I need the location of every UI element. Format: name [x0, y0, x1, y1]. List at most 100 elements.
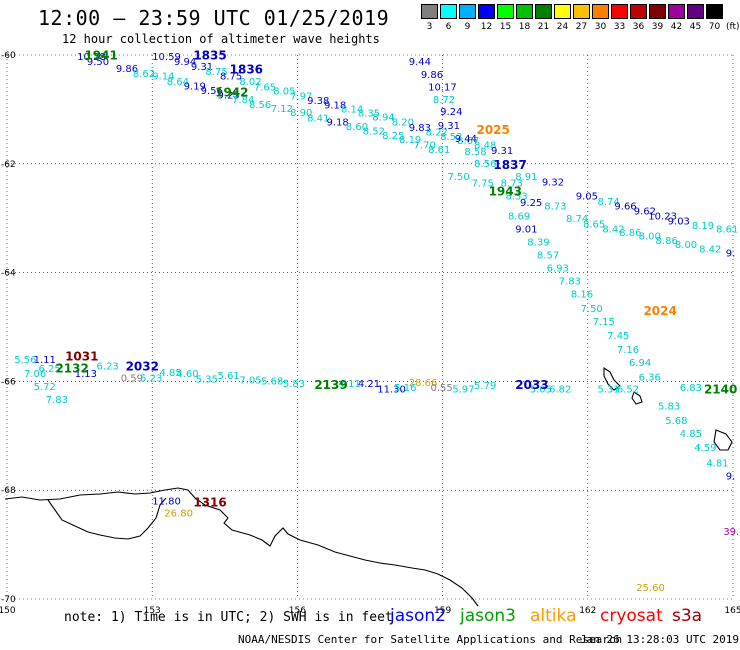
- lon-tick-label: 150: [0, 606, 16, 616]
- lon-tick-label: 165: [724, 606, 740, 616]
- legend-label: 15: [499, 22, 512, 32]
- wave-height-label: 6.94: [629, 358, 651, 369]
- wave-height-label: 5.16: [394, 383, 416, 394]
- lat-tick-label: -68: [1, 486, 16, 496]
- wave-height-label: 10.28: [77, 52, 106, 63]
- legend-label: 70: [708, 22, 721, 32]
- pass-time-label: 2024: [643, 304, 676, 318]
- antarctic-coastline: [4, 487, 479, 607]
- wave-height-label: 6.23: [97, 361, 119, 372]
- wave-height-label: 11.80: [152, 496, 181, 507]
- wave-height-label: 5.61: [218, 371, 240, 382]
- legend-label: 21: [537, 22, 550, 32]
- map-grid: 150 153 156 159 162 165 -60 -62 -64 -66 -68 -70: [0, 51, 740, 616]
- satellite-name-jason3: jason3: [460, 606, 516, 626]
- wave-height-label: 5.68: [261, 377, 283, 388]
- lat-tick-label: -66: [1, 377, 16, 387]
- legend-label: 30: [594, 22, 607, 32]
- pass-time-label: 1836: [230, 62, 263, 76]
- satellite-name-s3a: s3a: [672, 606, 703, 626]
- pass-time-label: 1837: [493, 158, 526, 172]
- lon-tick-label: 153: [144, 606, 161, 616]
- wave-height-label: 9.31: [191, 62, 213, 73]
- pass-time-label: 1941: [84, 48, 117, 62]
- wave-height-label: 9.62: [634, 206, 656, 217]
- island-1: [603, 366, 621, 391]
- wave-height-label: 8.16: [571, 290, 593, 301]
- wave-height-label: 7.83: [46, 395, 68, 406]
- wave-height-label: 4.11: [339, 379, 361, 390]
- wave-height-label: 8.48: [474, 141, 496, 152]
- map-subtitle: 12 hour collection of altimeter wave hei…: [62, 32, 380, 46]
- wave-height-label: 9.18: [326, 118, 348, 129]
- wave-height-label: 5.68: [665, 416, 687, 427]
- wave-height-label: 8.67: [457, 136, 479, 147]
- coastline-inlet: [47, 497, 167, 540]
- legend-label: 3: [426, 22, 433, 32]
- wave-height-label: 9.38: [307, 96, 329, 107]
- wave-height-label: 9.83: [409, 123, 431, 134]
- wave-height-label: 9.: [726, 471, 736, 482]
- wave-height-label: 9.32: [542, 178, 564, 189]
- wave-height-label: 8.73: [544, 201, 566, 212]
- wave-height-label: 8.75: [205, 67, 227, 78]
- lon-tick-label: 156: [289, 606, 306, 616]
- legend-swatch: [516, 4, 533, 19]
- wave-height-label: 5.56: [14, 355, 36, 366]
- wave-height-label: 1.13: [75, 369, 97, 380]
- wave-height-label: 9.14: [152, 71, 174, 82]
- lat-tick-label: -60: [1, 51, 16, 61]
- track-labels: 10.289.509.868.629.148.649.199.569.257.8…: [14, 52, 740, 594]
- wave-height-label: 5.83: [283, 379, 305, 390]
- wave-height-label: 8.00: [639, 231, 661, 242]
- legend-swatch: [592, 4, 609, 19]
- lat-tick-label: -62: [1, 160, 16, 170]
- wave-height-label: 7.05: [239, 376, 261, 387]
- footer-note: note: 1) Time is in UTC; 2) SWH is in fe…: [64, 610, 393, 625]
- wave-height-label: 4.21: [358, 379, 380, 390]
- wave-height-label: 9.44: [455, 134, 477, 145]
- lat-tick-label: -70: [1, 595, 16, 605]
- wave-height-label: 9.05: [576, 192, 598, 203]
- wave-height-label: 9.94: [174, 57, 196, 68]
- wave-height-label: 8.35: [358, 108, 380, 119]
- legend-swatch: [535, 4, 552, 19]
- wave-height-label: 8.75: [220, 71, 242, 82]
- wave-height-label: 7.50: [581, 304, 603, 315]
- wave-height-label: 10.17: [428, 82, 457, 93]
- lat-tick-label: -64: [1, 269, 16, 279]
- legend-swatch: [478, 4, 495, 19]
- wave-height-label: 7.83: [559, 277, 581, 288]
- wave-height-label: 8.64: [167, 77, 189, 88]
- wave-height-label: 28.66: [409, 378, 438, 389]
- wave-height-label: 6.36: [639, 372, 661, 383]
- wave-height-label: 5.72: [34, 382, 56, 393]
- island-3: [713, 429, 733, 451]
- legend-unit: (ft): [726, 22, 740, 32]
- legend-label: 27: [575, 22, 588, 32]
- legend-swatch: [687, 4, 704, 19]
- legend-label: 6: [445, 22, 452, 32]
- wave-height-label: 5.79: [474, 381, 496, 392]
- pass-time-label: 1943: [489, 184, 522, 198]
- wave-height-label: 8.62: [133, 69, 155, 80]
- wave-height-label: 8.52: [440, 132, 462, 143]
- wave-height-label: 6.93: [547, 264, 569, 275]
- wave-height-label: 8.14: [341, 105, 363, 116]
- wave-height-label: 7.12: [271, 104, 293, 115]
- legend-swatch: [554, 4, 571, 19]
- wave-height-label: 8.42: [602, 224, 624, 235]
- wave-height-label: 7.84: [232, 95, 254, 106]
- wave-height-label: 5.35: [196, 374, 218, 385]
- wave-height-label: 8.42: [699, 244, 721, 255]
- wave-height-label: 8.74: [566, 214, 588, 225]
- wave-height-label: 8.52: [363, 126, 385, 137]
- wave-height-label: 8.56: [474, 159, 496, 170]
- satellite-name-altika: altika: [530, 606, 577, 626]
- wave-height-label: 7.75: [472, 179, 494, 190]
- wave-height-label: 10.59: [152, 52, 181, 63]
- wave-height-label: 4.85: [159, 368, 181, 379]
- wave-height-label: 8.65: [583, 219, 605, 230]
- wave-height-label: 8.58: [464, 147, 486, 158]
